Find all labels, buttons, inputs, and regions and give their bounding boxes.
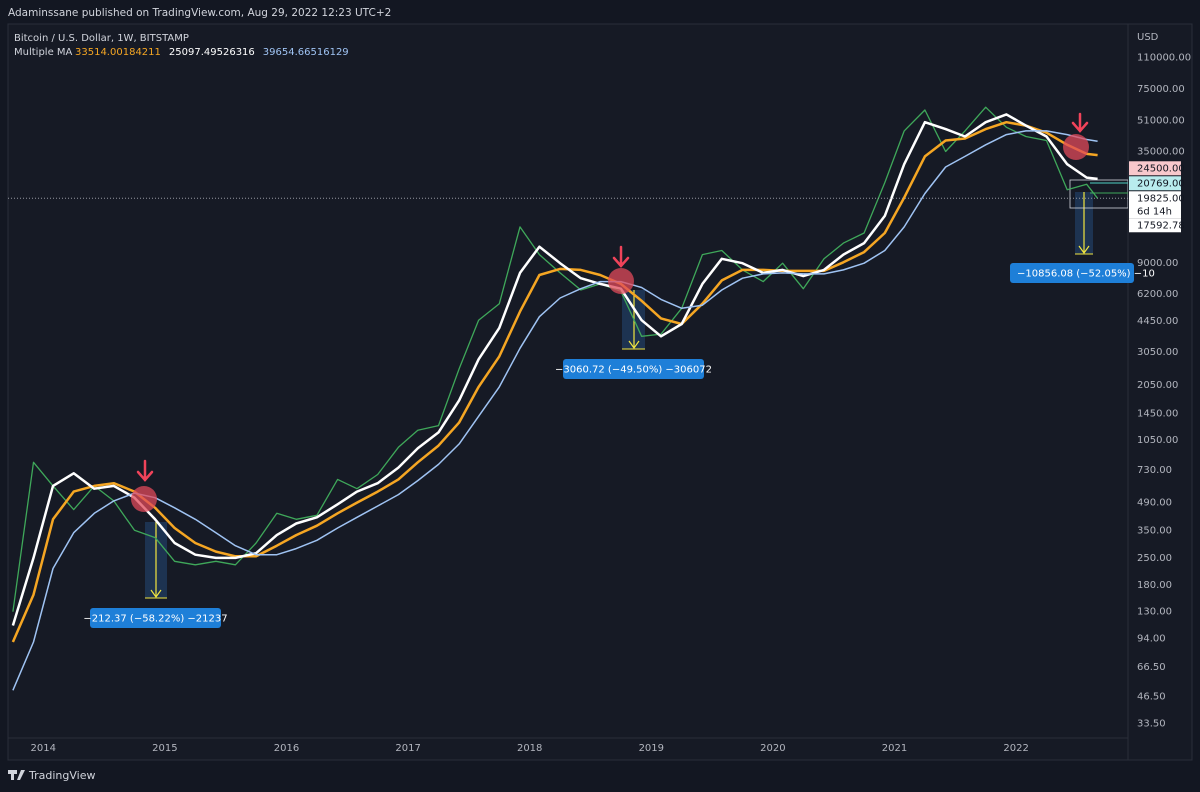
annotation-box: [90, 608, 221, 628]
measure-arrow-head: [628, 340, 640, 350]
measure-arrow-head: [150, 589, 162, 599]
down-arrow: [136, 459, 154, 482]
y-tick-label: 9000.00: [1137, 258, 1178, 269]
price-tag-label: 24500.00: [1137, 163, 1185, 174]
x-tick-label: 2015: [152, 743, 177, 754]
price-line: [12, 106, 1099, 612]
y-tick-label: 51000.00: [1137, 116, 1185, 127]
x-tick-label: 2017: [395, 743, 420, 754]
y-tick-label: 350.00: [1137, 525, 1172, 536]
x-tick-label: 2021: [882, 743, 907, 754]
ma-line: [11, 120, 1098, 643]
price-tag-label: 19825.00: [1137, 193, 1185, 204]
y-tick-label: 1450.00: [1137, 408, 1178, 419]
y-tick-label: 46.50: [1137, 691, 1166, 702]
arrows: [136, 112, 1089, 482]
y-tick-label: 110000.00: [1137, 52, 1191, 63]
x-tick-label: 2020: [760, 743, 785, 754]
y-tick-label: 130.00: [1137, 607, 1172, 618]
y-tick-label: 3050.00: [1137, 347, 1178, 358]
down-arrow: [612, 245, 630, 268]
y-tick-label: 35000.00: [1137, 147, 1185, 158]
y-tick-label: 66.50: [1137, 662, 1166, 673]
price-tag: [1129, 176, 1181, 191]
x-tick-label: 2014: [31, 743, 56, 754]
highlight-circle: [608, 268, 634, 294]
logo-part: [11, 770, 14, 780]
y-tick-label: 730.00: [1137, 465, 1172, 476]
price-countdown: 6d 14h: [1137, 206, 1172, 217]
ma-legend-value: 25097.49526316: [169, 47, 255, 58]
measure-arrow-head: [1078, 245, 1090, 255]
ma-line: [11, 113, 1098, 626]
price-tag: [1129, 218, 1181, 233]
annotation: −212.37 (−58.22%) −21237: [83, 614, 227, 625]
y-tick-label: 75000.00: [1137, 84, 1185, 95]
y-axis-unit: USD: [1137, 32, 1159, 43]
logo-part: [17, 770, 25, 780]
annotation-box: [563, 359, 704, 379]
y-tick-label: 250.00: [1137, 553, 1172, 564]
down-arrow: [1071, 112, 1089, 133]
annotation-box: [1010, 263, 1134, 283]
y-tick-label: 94.00: [1137, 633, 1166, 644]
y-tick-label: 33.50: [1137, 718, 1166, 729]
ma-legend-value: 33514.00184211: [75, 47, 161, 58]
plot: [8, 106, 1128, 691]
range-box: [1069, 179, 1128, 209]
ma-legend-value: 39654.66516129: [263, 47, 349, 58]
highlight-circle: [131, 486, 157, 512]
footer-brand: TradingView: [28, 769, 95, 782]
price-tag: [1129, 191, 1181, 219]
annotation: −10856.08 (−52.05%) −10: [1017, 269, 1155, 280]
x-tick-label: 2019: [639, 743, 664, 754]
ma-legend-title: Multiple MA: [14, 47, 73, 58]
y-tick-label: 4450.00: [1137, 316, 1178, 327]
chart-panel: [7, 23, 1193, 761]
y-tick-label: 490.00: [1137, 498, 1172, 509]
y-tick-label: 1050.00: [1137, 435, 1178, 446]
highlight-circle: [1063, 134, 1089, 160]
price-tag: [1129, 161, 1181, 176]
x-tick-label: 2016: [274, 743, 299, 754]
publish-header: Adaminssane published on TradingView.com…: [8, 7, 391, 19]
symbol-legend: Bitcoin / U.S. Dollar, 1W, BITSTAMP: [14, 33, 189, 44]
x-tick-label: 2022: [1003, 743, 1028, 754]
x-tick-label: 2018: [517, 743, 542, 754]
price-tag-label: 17592.78: [1137, 220, 1185, 231]
y-tick-label: 2050.00: [1137, 380, 1178, 391]
annotation: −3060.72 (−49.50%) −306072: [555, 365, 712, 376]
price-tag-label: 20769.00: [1137, 178, 1185, 189]
ma-line: [12, 130, 1098, 691]
y-tick-label: 180.00: [1137, 580, 1172, 591]
footer-logo: [8, 770, 25, 780]
y-tick-label: 6200.00: [1137, 289, 1178, 300]
